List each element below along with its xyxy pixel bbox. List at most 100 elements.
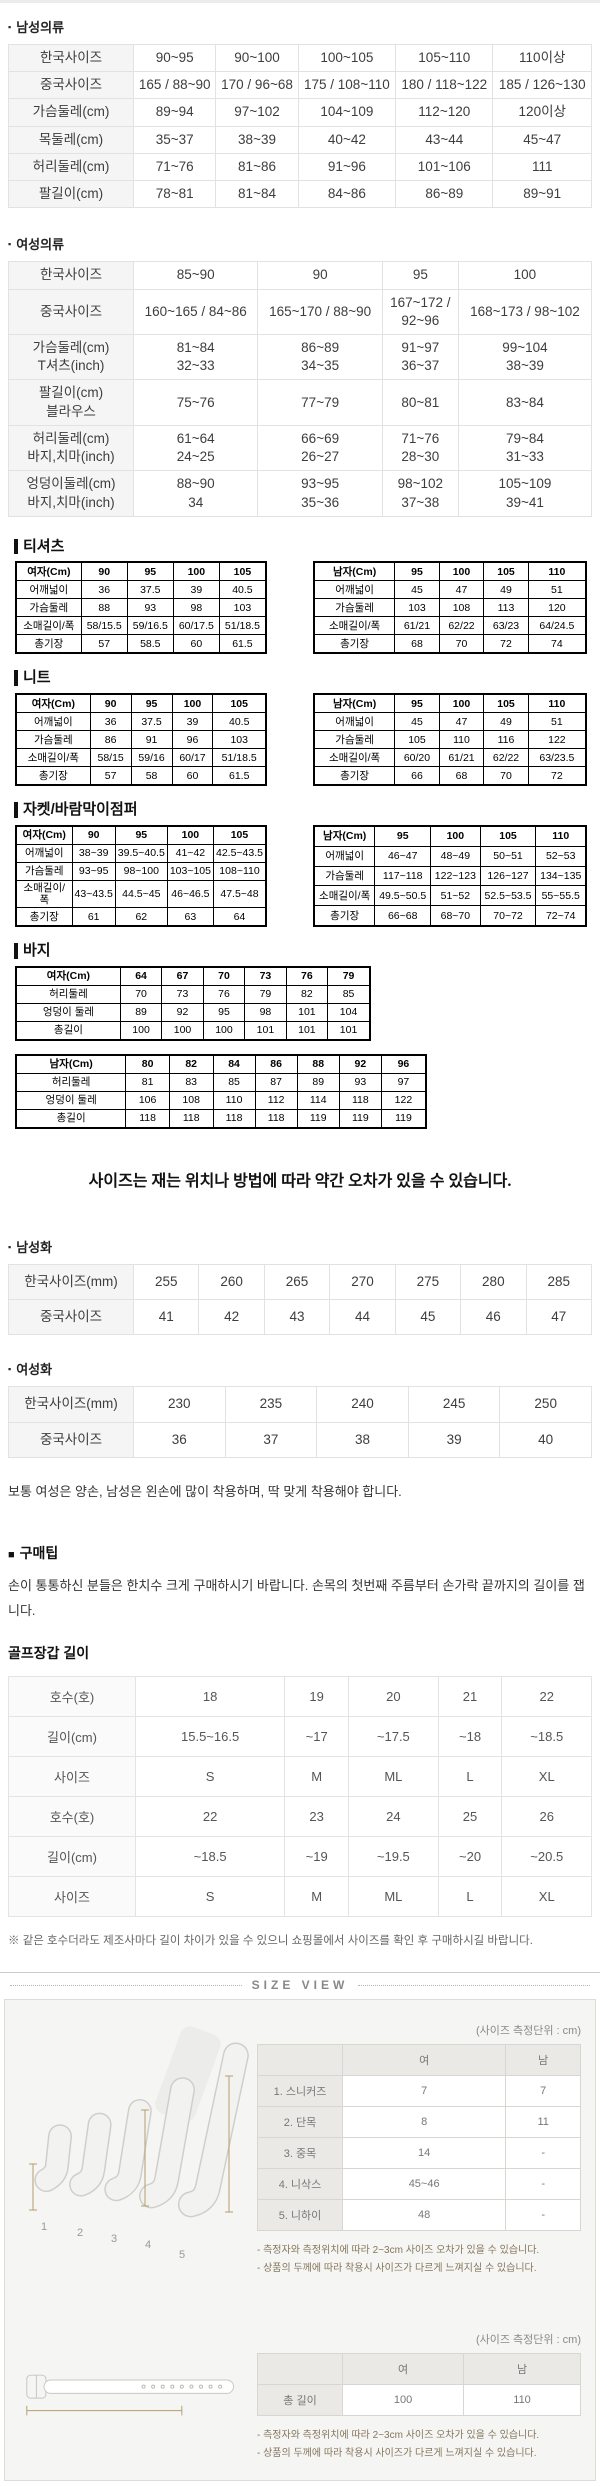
value-cell: 98 [172, 598, 220, 618]
header-cell: 여 [341, 2353, 465, 2386]
value-cell: 42 [198, 1299, 265, 1336]
header-cell: 허리둘레(cm) 바지,치마(inch) [8, 424, 134, 472]
header-cell: 67 [161, 966, 204, 986]
table-row: 중국사이즈 165 / 88~90 170 / 96~68 175 / 108~110… [8, 71, 592, 100]
header-cell: 90 [71, 825, 116, 845]
header-cell: 64 [119, 966, 163, 986]
value-cell: - [505, 2199, 581, 2232]
value-cell: ~20 [437, 1836, 503, 1878]
value-cell: 99~104 38~39 [457, 333, 593, 381]
value-cell: 100~105 [297, 43, 397, 73]
value-cell: S [134, 1756, 286, 1798]
header-cell: 90 [80, 561, 128, 582]
section-title-text: 남성화 [16, 1239, 53, 1255]
value-cell: 101~106 [395, 152, 494, 182]
table-row: 총길이 100 100 100 101 101 101 [15, 1020, 371, 1041]
header-cell: 가슴둘레 [313, 598, 396, 618]
value-cell: 79 [244, 984, 287, 1004]
value-cell: 8 [341, 2106, 507, 2139]
value-cell: 72 [483, 634, 529, 654]
header-cell: 어깨넓이 [313, 845, 376, 867]
value-cell: 66~68 [374, 905, 432, 927]
value-cell: ML [348, 1756, 439, 1798]
header-cell: 중국사이즈 [8, 1299, 134, 1336]
value-cell: 36 [89, 712, 132, 732]
header-cell: 어깨넓이 [313, 580, 396, 600]
value-cell: XL [501, 1876, 592, 1918]
value-cell: ~18.5 [501, 1716, 592, 1758]
value-cell: 64 [212, 907, 267, 927]
header-cell: 100 [166, 825, 214, 845]
value-cell: 110이상 [492, 43, 592, 73]
header-cell: 어깨넓이 [15, 580, 82, 600]
table-row: 어깨넓이 45 47 49 51 [313, 580, 587, 600]
value-cell: 82 [285, 984, 329, 1004]
table-row: 가슴둘레 93~95 98~100 103~105 108~110 [15, 861, 267, 881]
size-view-header: SIZE VIEW [0, 1978, 600, 1992]
table-row: 허리둘레 81 83 85 87 89 93 97 [15, 1072, 427, 1092]
table-row: 어깨넓이 36 37.5 39 40.5 [15, 580, 267, 600]
value-cell: 112~120 [395, 98, 494, 127]
value-cell: 47 [438, 712, 485, 732]
value-cell: 105~109 39~41 [457, 470, 593, 517]
value-cell: 230 [133, 1386, 226, 1423]
value-cell: 60/17 [171, 748, 214, 768]
knit-women-table: 여자(Cm) 90 95 100 105 어깨넓이 36 37.5 39 40.5 가슴둘레 86 91… [15, 693, 267, 787]
header-cell: 중국사이즈 [8, 1421, 134, 1458]
value-cell: 235 [224, 1386, 318, 1423]
value-cell: 37.5 [126, 580, 174, 600]
header-cell: 소매길이/폭 [15, 616, 82, 636]
header-cell: 76 [285, 966, 329, 986]
value-cell: 62 [114, 907, 168, 927]
value-cell: 49 [483, 712, 529, 732]
table-row: 총 길이 100 110 [257, 2384, 581, 2417]
header-cell: 88 [296, 1054, 340, 1074]
value-cell: 89~91 [492, 180, 592, 209]
value-cell: 57 [80, 634, 128, 654]
table-row: 여자(Cm) 64 67 70 73 76 79 [15, 966, 371, 986]
value-cell: 70 [483, 766, 529, 786]
value-cell: 255 [132, 1263, 200, 1301]
value-cell: 116 [483, 730, 529, 750]
value-cell: 113 [483, 598, 529, 618]
header-cell: 95 [394, 693, 440, 714]
value-cell: 275 [394, 1263, 462, 1301]
header-cell: 가슴둘레 [15, 598, 82, 618]
value-cell: 110 [463, 2384, 581, 2417]
header-cell: 목둘레(cm) [8, 125, 134, 154]
header-cell: 70 [202, 966, 246, 986]
section-title-text: 구매팁 [19, 1544, 59, 1561]
value-cell: 89 [119, 1002, 163, 1022]
value-cell: 118 [212, 1108, 256, 1129]
value-cell: 60 [172, 634, 220, 654]
value-cell: - [505, 2168, 581, 2201]
table-row: 한국사이즈(mm) 230 235 240 245 250 [8, 1386, 592, 1423]
value-cell: 168~173 / 98~102 [457, 288, 593, 335]
value-cell: 93 [126, 598, 174, 618]
value-cell: 58/15 [89, 748, 132, 768]
value-cell: 25 [437, 1796, 503, 1838]
section-title-jacket: 자켓/바람막이점퍼 [14, 802, 600, 818]
tshirt-men-table: 남자(Cm) 95 100 105 110 어깨넓이 45 47 49 51 가슴둘레 103 108 1… [313, 561, 587, 655]
value-cell: M [284, 1756, 350, 1798]
value-cell: 35~37 [132, 125, 217, 154]
measurement-notes: - 측정자와 측정위치에 따라 2~3cm 사이즈 오차가 있을 수 있습니다.… [257, 2242, 581, 2277]
header-cell: 110 [527, 693, 587, 714]
socks-block: 1 2 3 4 5 (사이즈 측정단위 : cm) 여 남 1. 스니커즈 7 7 2. … [19, 2014, 581, 2279]
value-cell: 23 [284, 1796, 350, 1838]
header-cell: 여자(Cm) [15, 966, 121, 986]
value-cell: 118 [168, 1108, 214, 1129]
section-title-text: 여성화 [16, 1362, 53, 1378]
value-cell: 122~123 [430, 865, 481, 887]
value-cell: 7 [341, 2075, 507, 2108]
header-cell: 100 [430, 825, 481, 847]
jacket-tables: 여자(Cm) 90 95 100 105 어깨넓이 38~39 39.5~40.5 41~42 4… [15, 824, 600, 928]
header-cell: 가슴둘레(cm) [8, 98, 134, 127]
purchase-tip-title: ■ 구매팁 [8, 1543, 600, 1563]
table-row: 사이즈 S M ML L XL [8, 1876, 592, 1918]
table-row: 남자(Cm) 95 100 105 110 [313, 561, 587, 582]
value-cell: 51~52 [430, 885, 481, 907]
value-cell: 85 [212, 1072, 256, 1092]
value-cell: 70 [438, 634, 485, 654]
value-cell: 43~44 [395, 125, 494, 154]
